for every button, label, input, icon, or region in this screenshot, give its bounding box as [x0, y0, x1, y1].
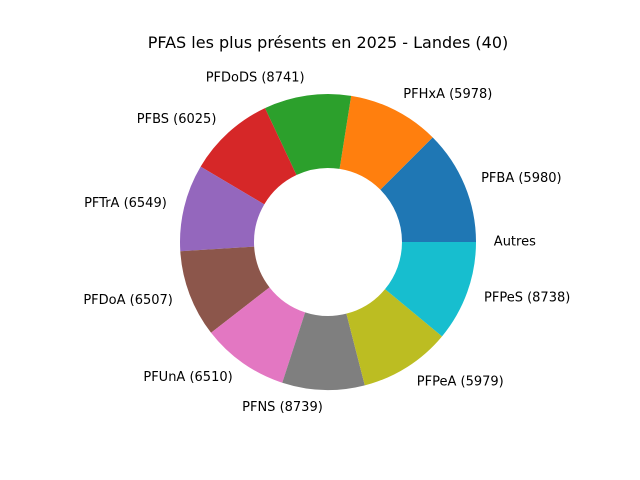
- donut-slice: [211, 287, 306, 383]
- slice-label: PFDoDS (8741): [206, 70, 305, 85]
- slice-label: PFPeS (8738): [484, 291, 570, 306]
- donut-slices: [179, 94, 476, 390]
- slice-label: PFDoA (6507): [83, 293, 173, 308]
- donut-slice: [264, 94, 352, 176]
- donut-slice: [282, 312, 365, 390]
- slice-label: PFPeA (5979): [417, 375, 504, 390]
- donut-slice: [385, 242, 476, 337]
- donut-slice: [346, 289, 443, 386]
- slice-labels: PFBA (5980) PFHxA (5978) PFDoDS (8741) PFBS…: [83, 70, 570, 415]
- slice-label: PFTrA (6549): [84, 196, 167, 211]
- donut-slice: [380, 137, 476, 242]
- slice-label: PFBS (6025): [137, 112, 217, 127]
- donut-slice: [179, 166, 265, 252]
- slice-label: PFNS (8739): [242, 400, 323, 415]
- donut-slice: [180, 246, 270, 333]
- slice-label: PFHxA (5978): [403, 87, 492, 102]
- donut-slice: [339, 95, 433, 190]
- slice-label: PFUnA (6510): [143, 370, 232, 385]
- donut-slice: [200, 108, 297, 205]
- chart-title: PFAS les plus présents en 2025 - Landes …: [148, 33, 509, 52]
- slice-label: PFBA (5980): [481, 171, 561, 186]
- slice-label: Autres: [494, 235, 536, 250]
